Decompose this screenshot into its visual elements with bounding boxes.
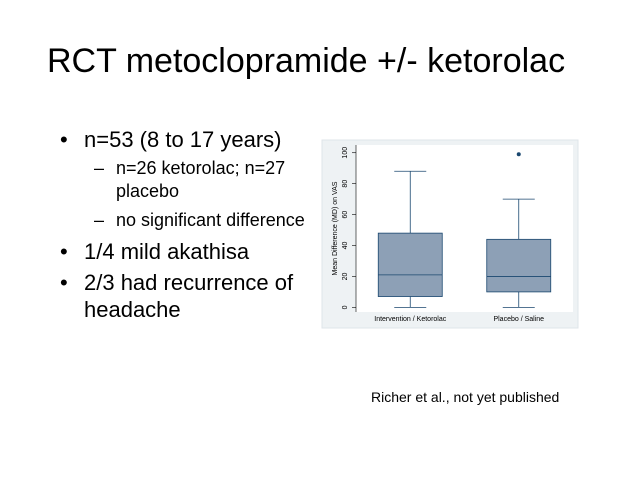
y-tick-label: 100 xyxy=(342,147,349,159)
bullet: n=53 (8 to 17 years) xyxy=(60,126,315,153)
y-tick-label: 80 xyxy=(342,180,349,188)
bullet: 1/4 mild akathisa xyxy=(60,238,315,265)
slide-title: RCT metoclopramide +/- ketorolac xyxy=(47,42,566,80)
y-axis-label: Mean Difference (MD) on VAS xyxy=(332,181,339,275)
y-tick-label: 60 xyxy=(342,211,349,219)
bullet-list: n=53 (8 to 17 years) n=26 ketorolac; n=27… xyxy=(60,126,315,327)
box xyxy=(486,238,552,293)
x-tick-label: Placebo / Saline xyxy=(493,316,544,323)
box xyxy=(377,232,443,297)
sub-bullet: no significant difference xyxy=(94,209,315,232)
x-tick-label: Intervention / Ketorolac xyxy=(374,316,446,323)
bullet: 2/3 had recurrence of headache xyxy=(60,269,315,323)
y-tick-label: 40 xyxy=(342,242,349,250)
citation: Richer et al., not yet published xyxy=(371,389,560,405)
y-tick-label: 0 xyxy=(342,305,349,309)
outlier xyxy=(516,152,521,157)
y-tick-label: 20 xyxy=(342,272,349,280)
sub-bullet: n=26 ketorolac; n=27 placebo xyxy=(94,157,315,203)
